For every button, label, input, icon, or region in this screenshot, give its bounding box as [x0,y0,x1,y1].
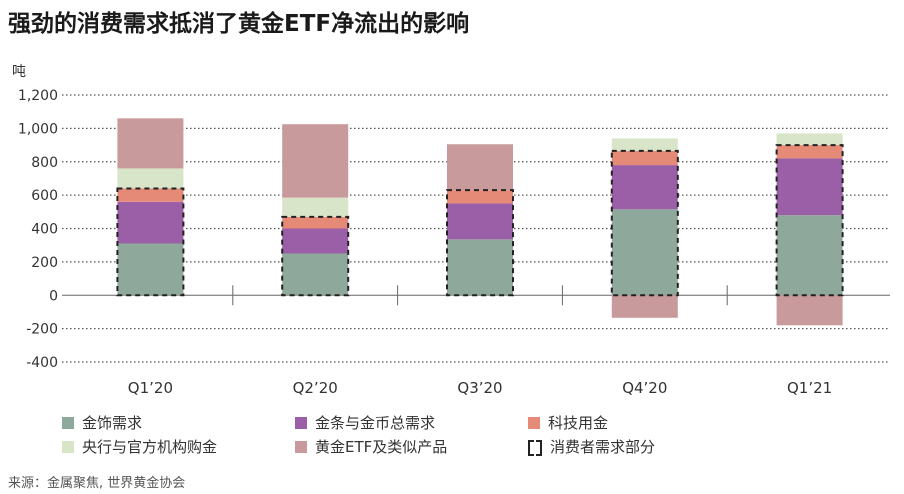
bar-segment [117,243,184,296]
bar-segment [776,133,843,146]
legend-swatch-technology [528,416,540,429]
chart-title: 强劲的消费需求抵消了黄金ETF净流出的影响 [8,11,470,37]
bar-segment [117,201,184,244]
legend-label: 金饰需求 [82,414,143,432]
bar-segment [282,228,349,254]
legend-item-central-banks: 央行与官方机构购金 [62,436,217,457]
legend-bracket-icon [528,439,542,456]
y-tick-label: 600 [31,188,58,204]
bar-segment [117,118,184,169]
legend-swatch-central-banks [62,440,74,453]
legend-item-consumer-box: 消费者需求部分 [528,436,655,457]
y-tick-label: 400 [31,222,58,238]
legend-item-technology: 科技用金 [528,412,608,433]
bar-segment [282,124,349,198]
legend-swatch-jewellery [62,416,74,429]
x-tick-label: Q1’20 [128,379,173,397]
legend: 金饰需求 金条与金币总需求 科技用金 央行与官方机构购金 黄金ETF及类似产品 … [62,412,682,460]
legend-swatch-etf [295,440,307,453]
y-axis-label: 吨 [12,64,26,80]
bar-segment [776,295,843,326]
x-tick-label: Q1’21 [787,379,832,397]
bar-segment [447,190,513,204]
bar-segment [611,138,678,151]
y-tick-label: 0 [49,288,58,304]
legend-swatch-bar-coin [295,416,307,429]
x-tick-label: Q3’20 [457,379,502,397]
y-tick-label: 800 [31,155,58,171]
x-tick-label: Q4’20 [622,379,667,397]
y-tick-label: 200 [31,255,58,271]
bar-segment [447,239,513,296]
consumer-demand-box [610,149,679,297]
legend-label: 黄金ETF及类似产品 [315,438,448,456]
y-tick-label: -200 [26,322,58,338]
legend-item-jewellery: 金饰需求 [62,412,142,433]
bar-segment [117,168,184,189]
bar-segment [776,145,843,159]
bar-segment [611,295,678,318]
legend-item-etf: 黄金ETF及类似产品 [295,436,447,457]
bar-segment [282,253,349,296]
y-tick-label: -400 [26,355,58,371]
bar-segment [117,188,184,202]
legend-label: 科技用金 [548,414,609,432]
bar-segment [447,144,513,191]
consumer-demand-box [446,189,514,297]
source-note: 来源：金属聚焦, 世界黄金协会 [8,476,186,491]
bar-segment [447,203,513,240]
bar-segment [611,165,678,210]
bar-segment [611,150,678,166]
x-tick-label: Q2’20 [293,379,338,397]
legend-label: 金条与金币总需求 [315,414,436,432]
bar-segment [282,197,349,217]
legend-item-bar-coin: 金条与金币总需求 [295,412,435,433]
consumer-demand-box [116,187,185,297]
bar-segment [776,215,843,296]
legend-label: 央行与官方机构购金 [82,438,218,456]
bar-segment [282,216,349,229]
y-tick-label: 1,000 [18,121,58,137]
bar-segment [611,209,678,296]
y-tick-label: 1,200 [18,88,58,104]
bar-segment [776,158,843,216]
legend-label: 消费者需求部分 [550,438,656,456]
